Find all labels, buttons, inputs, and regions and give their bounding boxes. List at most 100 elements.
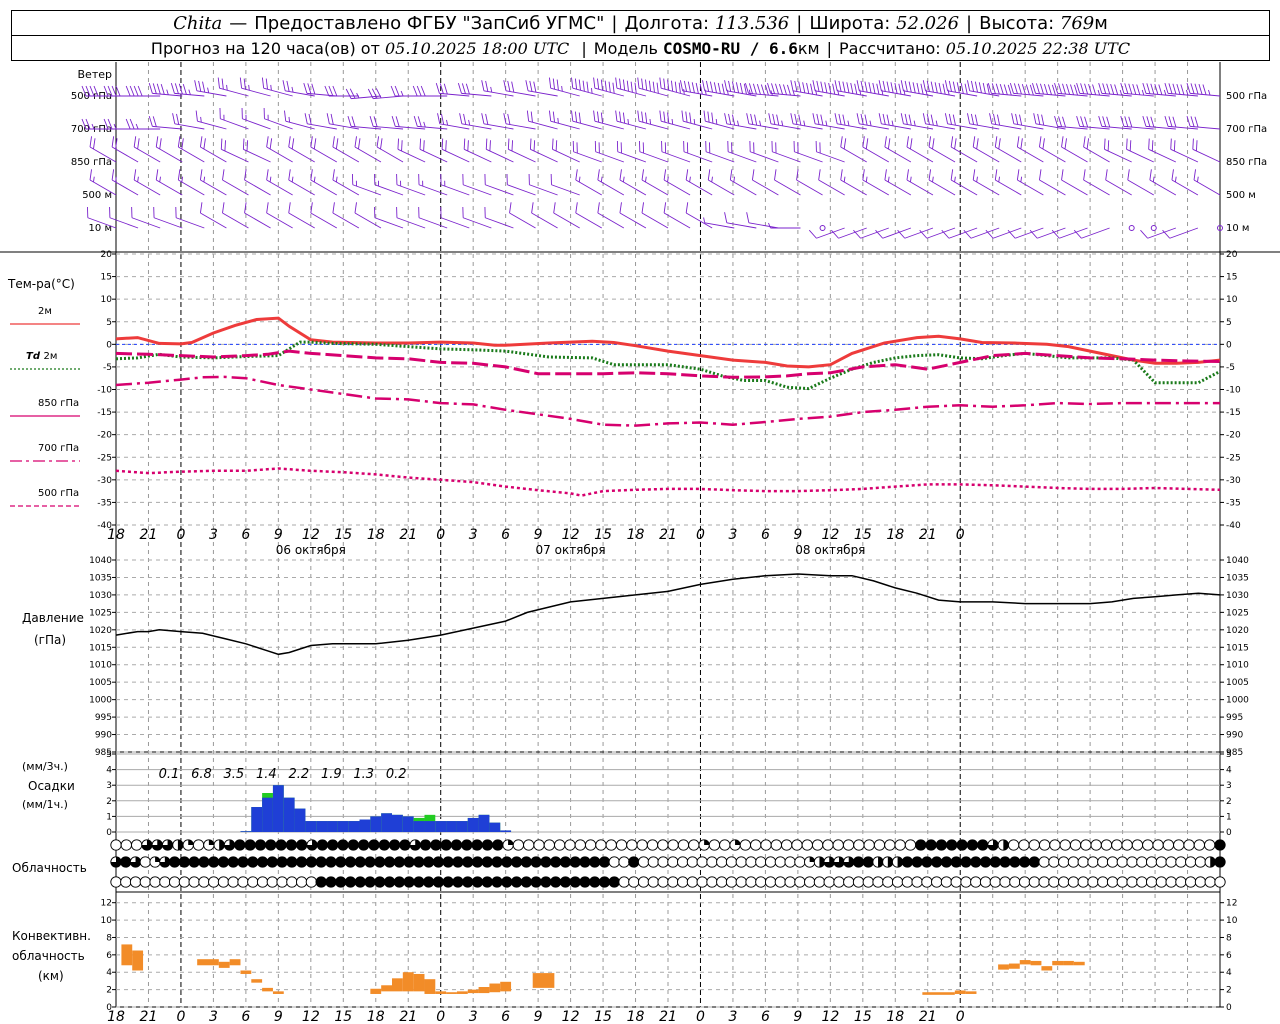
wind-barb-shaft xyxy=(1061,146,1088,163)
cloud-cover-symbol xyxy=(1038,839,1051,851)
wind-barb-half xyxy=(733,176,736,183)
wind-barb-shaft xyxy=(461,92,492,97)
wind-barb-flag xyxy=(441,113,445,125)
wind-barb-flag xyxy=(467,140,469,152)
cloud-cover-symbol xyxy=(368,839,380,851)
conv-cloud-bar xyxy=(965,991,977,994)
cloud-cover-symbol xyxy=(337,839,349,851)
wind-barb-shaft xyxy=(752,179,779,196)
wind-barb-flag xyxy=(743,83,747,95)
cloud-cover-fill xyxy=(824,856,835,868)
wind-barb-flag xyxy=(1168,83,1173,94)
wind-barb-flag xyxy=(1104,138,1106,150)
wind-barb-flag xyxy=(846,82,850,93)
precip-bar-rain xyxy=(489,822,501,832)
cloud-cover-symbol xyxy=(1028,839,1040,851)
wind-barb-shaft xyxy=(1083,146,1110,163)
precip-bar-rain xyxy=(348,821,360,832)
wind-barb-flag xyxy=(732,81,736,93)
wind-level-label-right: 700 гПа xyxy=(1226,124,1267,135)
wind-barb-half xyxy=(203,176,206,183)
cloud-cover-symbol xyxy=(791,839,803,851)
precip-bar-rain xyxy=(294,808,306,832)
provider-text: Предоставлено ФГБУ "ЗапСиб УГМС" xyxy=(254,12,605,34)
left-tick-label: -20 xyxy=(97,431,112,441)
wind-barb-shaft xyxy=(175,217,205,229)
wind-barb-shaft xyxy=(815,123,845,130)
cloud-cover-symbol xyxy=(794,876,806,888)
cloud-cover-symbol xyxy=(110,839,122,851)
cloud-cover-symbol xyxy=(520,856,532,868)
date-label: 07 октября xyxy=(536,543,606,557)
cloud-cover-symbol xyxy=(315,876,327,888)
wind-barb-flag xyxy=(397,138,399,150)
wind-barb-shaft xyxy=(242,118,271,130)
wind-barb-flag xyxy=(380,138,383,150)
wind-barb-flag xyxy=(663,202,667,214)
cloud-cover-symbol xyxy=(657,876,669,888)
wind-barb-shaft xyxy=(660,87,691,97)
wind-barb-shaft xyxy=(483,90,514,97)
wind-barb-flag xyxy=(582,80,585,92)
conv-cloud-bar xyxy=(478,987,490,994)
cloud-cover-symbol xyxy=(450,839,463,851)
wind-barb-flag xyxy=(930,114,934,126)
cloud-cover-symbol xyxy=(432,856,445,868)
wind-barb-flag xyxy=(1084,83,1089,95)
cloud-cover-symbol xyxy=(344,876,357,888)
cloud-cover-symbol xyxy=(735,856,747,868)
wind-barb-flag xyxy=(1186,115,1191,127)
cloud-cover-symbol xyxy=(364,856,376,868)
conv-cloud-bar xyxy=(1052,960,1064,966)
wind-barb-half xyxy=(181,176,184,183)
cloud-cover-symbol xyxy=(605,839,617,851)
cloud-cover-symbol xyxy=(1145,856,1158,868)
wind-barb-flag xyxy=(593,77,596,89)
wind-barb-shaft xyxy=(639,151,669,163)
wind-barb-shaft xyxy=(859,123,889,130)
wind-barb-flag xyxy=(530,111,533,123)
wind-barb-flag xyxy=(1195,140,1198,152)
wind-barb-flag xyxy=(578,112,581,124)
wind-barb-half xyxy=(226,84,228,91)
wind-barb-flag xyxy=(641,169,645,181)
cloud-cover-symbol xyxy=(491,856,503,868)
wind-barb-flag xyxy=(728,80,732,92)
precip-bar-rain xyxy=(435,821,447,832)
precip-bar-rain xyxy=(370,816,382,832)
wind-barb-flag xyxy=(1013,83,1018,94)
cloud-cover-symbol xyxy=(325,856,337,868)
wind-barb-flag xyxy=(842,81,846,93)
wind-barb-flag xyxy=(1190,83,1195,94)
wind-barb-flag xyxy=(1041,114,1045,126)
left-tick-label: 3 xyxy=(106,781,112,791)
wind-barb-shaft xyxy=(1057,125,1088,130)
wind-barb-half xyxy=(468,119,471,126)
wind-barb-flag xyxy=(641,202,645,214)
right-tick-label: 2 xyxy=(1226,797,1232,807)
cloud-cover-symbol xyxy=(533,839,545,851)
wind-barb-flag xyxy=(637,77,640,89)
cloud-cover-symbol xyxy=(305,876,318,888)
header-forecast-bar: Прогноз на 120 часа(ов) от 05.10.2025 18… xyxy=(11,35,1270,61)
left-tick-label: -10 xyxy=(97,386,112,396)
cloud-cover-symbol xyxy=(970,856,982,868)
wind-barb-half xyxy=(1097,89,1101,96)
cloud-cover-fill xyxy=(159,856,171,868)
precip-bar-rain xyxy=(327,821,338,832)
wind-barb-shaft xyxy=(332,212,360,229)
cloud-cover-symbol xyxy=(549,876,562,888)
wind-barb-shaft xyxy=(153,217,183,229)
wind-barb-flag xyxy=(199,202,203,214)
cloud-cover-symbol xyxy=(1090,839,1102,851)
wind-barb-flag xyxy=(1074,84,1078,96)
wind-barb-flag xyxy=(820,114,824,126)
cloud-cover-symbol xyxy=(227,876,239,888)
calc-time: 05.10.2025 22:38 UTC xyxy=(945,38,1131,58)
wind-barb-flag xyxy=(125,85,131,97)
wind-barb-flag xyxy=(615,110,618,122)
right-tick-label: 1025 xyxy=(1226,608,1249,618)
conv-cloud-bar xyxy=(218,961,230,968)
wind-barb-flag xyxy=(838,113,842,125)
wind-barb-shaft xyxy=(704,222,735,229)
